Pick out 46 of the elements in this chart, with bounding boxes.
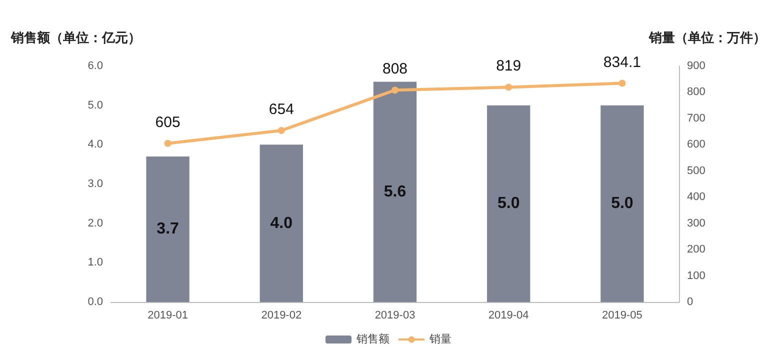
y2-tick-label: 700 xyxy=(687,112,706,124)
point xyxy=(618,80,626,87)
data-label: 808 xyxy=(382,60,408,78)
y2-tick-label: 100 xyxy=(687,270,706,282)
data-label: 3.7 xyxy=(156,220,180,238)
y2-tick-label: 800 xyxy=(687,86,706,98)
legend-label: 销量 xyxy=(428,334,452,346)
legend-label: 销售额 xyxy=(356,332,390,346)
point xyxy=(164,140,172,147)
x-tick-label: 2019-02 xyxy=(261,310,302,322)
bar xyxy=(487,105,530,302)
point xyxy=(278,127,285,134)
y2-tick-label: 200 xyxy=(687,244,706,256)
y2-axis-title: 销量（单位：万件） xyxy=(648,30,766,45)
data-label: 5.0 xyxy=(611,195,634,212)
y2-tick-label: 900 xyxy=(687,60,706,72)
point xyxy=(505,84,512,91)
y2-tick-label: 300 xyxy=(687,217,706,230)
y2-tick-label: 600 xyxy=(687,138,706,151)
y-tick-label: 0.0 xyxy=(88,296,103,308)
point xyxy=(392,86,398,94)
y-tick-label: 5.0 xyxy=(88,99,103,112)
y-tick-label: 2.0 xyxy=(88,217,103,230)
y-tick-label: 3.0 xyxy=(88,178,103,190)
bar xyxy=(146,156,190,302)
data-label: 819 xyxy=(496,58,522,75)
data-label: 605 xyxy=(155,114,180,131)
data-label: 4.0 xyxy=(270,214,293,232)
bar xyxy=(373,82,417,302)
data-label: 5.0 xyxy=(497,195,520,212)
y2-tick-label: 500 xyxy=(687,164,706,177)
x-tick-label: 2019-03 xyxy=(374,310,416,322)
y-tick-label: 6.0 xyxy=(88,60,103,72)
x-tick-label: 2019-05 xyxy=(602,310,642,322)
bar xyxy=(260,144,303,302)
data-label: 654 xyxy=(268,101,294,118)
data-label: 5.6 xyxy=(384,183,406,200)
y-axis-title: 销售额（单位：亿元） xyxy=(10,30,141,45)
y2-tick-label: 400 xyxy=(687,191,706,204)
x-tick-label: 2019-04 xyxy=(488,310,529,322)
y-tick-label: 1.0 xyxy=(88,256,103,269)
y2-tick-label: 0 xyxy=(687,296,694,308)
x-tick-label: 2019-01 xyxy=(148,310,188,322)
y-tick-label: 4.0 xyxy=(88,138,103,151)
data-label: 834.1 xyxy=(603,54,641,71)
bar xyxy=(600,105,644,302)
